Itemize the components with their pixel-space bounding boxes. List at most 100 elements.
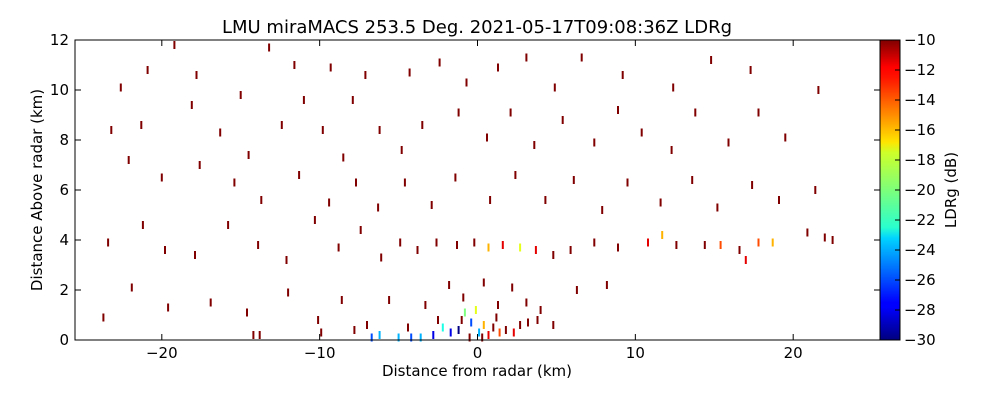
data-point xyxy=(487,243,490,252)
data-point xyxy=(497,63,499,72)
data-point xyxy=(257,241,260,249)
y-tick-label: 4 xyxy=(59,231,69,249)
data-point xyxy=(364,71,367,79)
data-point xyxy=(239,91,242,99)
colorbar-tick-label: −12 xyxy=(904,61,936,79)
data-point xyxy=(626,178,629,187)
data-point xyxy=(659,198,662,207)
data-point xyxy=(675,241,678,249)
data-point xyxy=(527,318,529,327)
data-point xyxy=(561,116,564,124)
data-point xyxy=(164,246,166,254)
data-point xyxy=(504,326,507,334)
data-point xyxy=(449,328,452,337)
data-point xyxy=(457,326,460,334)
data-point xyxy=(160,173,163,182)
data-point xyxy=(167,303,170,312)
data-point xyxy=(601,206,604,214)
data-point xyxy=(328,198,331,207)
y-tick-label: 10 xyxy=(50,81,69,99)
colorbar-tick-label: −30 xyxy=(904,331,936,349)
data-point xyxy=(465,78,468,87)
data-point xyxy=(268,43,271,52)
data-point xyxy=(119,83,122,92)
data-point xyxy=(509,108,512,117)
colorbar-tick-label: −16 xyxy=(904,121,936,139)
data-point xyxy=(463,308,466,317)
data-point xyxy=(661,231,664,239)
data-point xyxy=(525,53,528,62)
data-point xyxy=(593,238,596,247)
data-point xyxy=(719,241,722,249)
data-point xyxy=(141,221,144,229)
data-point xyxy=(258,331,261,339)
y-axis: 0 2 4 6 8 10 12 xyxy=(50,31,880,349)
y-tick-label: 6 xyxy=(59,181,69,199)
data-point xyxy=(501,241,504,249)
y-tick-label: 8 xyxy=(59,131,69,149)
data-point xyxy=(378,331,381,339)
data-point xyxy=(293,61,296,69)
data-point xyxy=(492,323,495,332)
data-point xyxy=(519,243,522,252)
data-point xyxy=(749,66,752,74)
data-point xyxy=(817,86,820,94)
data-point xyxy=(370,333,373,342)
data-point xyxy=(107,238,110,247)
data-point xyxy=(757,108,760,117)
data-point xyxy=(482,278,485,287)
colorbar-label: LDRg (dB) xyxy=(942,152,960,228)
data-point xyxy=(456,241,458,249)
data-point xyxy=(672,83,675,92)
data-point xyxy=(814,186,817,194)
data-point xyxy=(430,201,433,209)
data-point xyxy=(533,141,536,149)
data-point xyxy=(489,196,492,204)
data-point xyxy=(378,126,381,134)
data-point xyxy=(337,243,340,252)
data-point xyxy=(252,331,255,339)
data-point xyxy=(190,101,193,109)
data-point xyxy=(399,238,402,247)
data-point xyxy=(831,236,834,244)
colorbar-tick-label: −18 xyxy=(904,151,936,169)
data-point xyxy=(173,41,176,49)
data-point xyxy=(140,121,143,129)
data-point xyxy=(519,321,522,329)
data-point xyxy=(468,333,471,342)
data-point xyxy=(400,146,403,154)
data-point xyxy=(287,288,290,297)
data-point xyxy=(539,306,542,314)
data-point xyxy=(355,178,357,187)
data-point xyxy=(691,176,694,184)
data-point xyxy=(710,56,713,64)
colorbar-tick-label: −26 xyxy=(904,271,936,289)
data-point xyxy=(194,251,196,259)
data-point xyxy=(617,106,619,114)
data-point xyxy=(511,283,514,292)
data-point xyxy=(227,221,230,229)
data-point xyxy=(481,333,484,342)
data-point xyxy=(544,196,547,204)
data-point xyxy=(716,203,719,212)
data-point xyxy=(408,68,411,77)
data-point xyxy=(320,328,323,337)
data-point xyxy=(575,286,578,294)
data-point xyxy=(514,171,517,179)
data-point xyxy=(448,281,451,289)
data-point xyxy=(512,328,515,337)
data-point xyxy=(209,298,212,307)
data-point xyxy=(359,226,362,234)
data-point xyxy=(146,66,149,74)
data-point xyxy=(751,181,754,189)
data-point xyxy=(353,326,356,334)
colorbar-tick-label: −28 xyxy=(904,301,936,319)
data-point xyxy=(377,203,380,212)
data-point xyxy=(738,246,741,254)
data-point xyxy=(621,71,624,79)
data-point xyxy=(454,173,457,182)
data-point xyxy=(313,216,316,224)
data-point xyxy=(233,178,236,187)
